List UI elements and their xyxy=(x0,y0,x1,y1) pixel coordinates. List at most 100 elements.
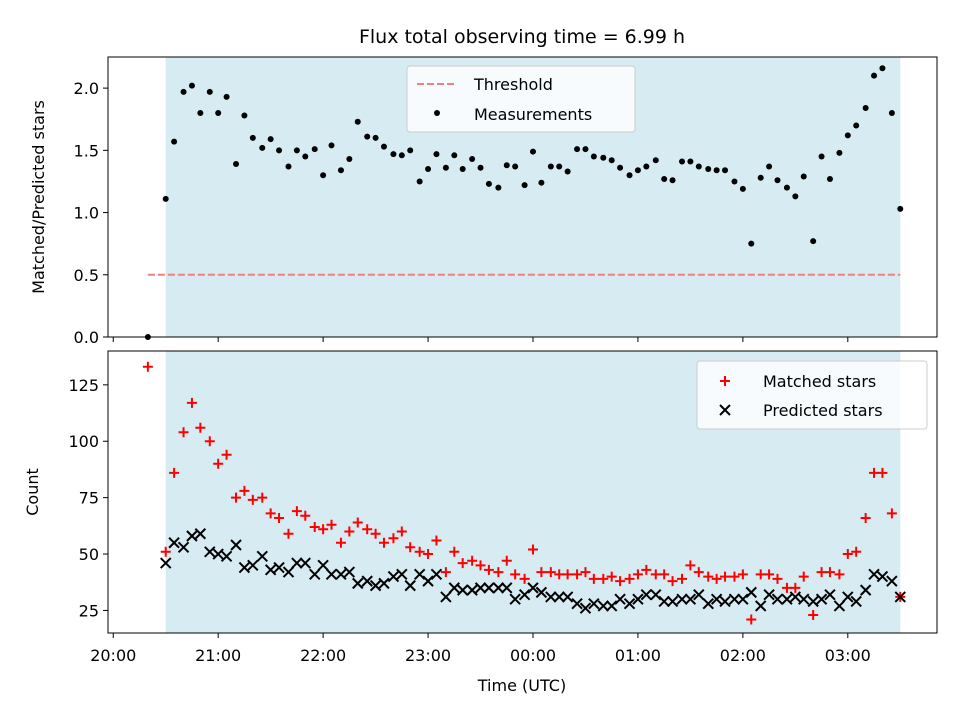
matched-stars-point xyxy=(641,564,652,575)
matched-stars-point xyxy=(231,492,242,503)
predicted-stars-point xyxy=(422,575,434,587)
measurements-point xyxy=(223,93,230,100)
matched-stars-point xyxy=(798,571,809,582)
measurements-point xyxy=(285,163,292,170)
measurements-point xyxy=(774,177,781,184)
matched-stars-point xyxy=(195,422,206,433)
matched-stars-point xyxy=(808,609,819,620)
predicted-stars-point xyxy=(238,561,251,574)
matched-stars-point xyxy=(781,582,792,593)
measurements-point xyxy=(259,144,266,151)
matched-stars-point xyxy=(536,567,547,578)
matched-stars-point xyxy=(414,546,425,557)
predicted-stars-point xyxy=(448,582,460,594)
bottom-y-tick-label: 125 xyxy=(68,376,99,395)
measurements-point xyxy=(495,184,502,191)
predicted-stars-point xyxy=(264,564,277,576)
matched-stars-point xyxy=(483,564,494,575)
predicted-stars-point xyxy=(876,570,889,583)
measurements-point xyxy=(722,167,729,174)
matched-stars-point xyxy=(554,569,565,580)
predicted-stars-point xyxy=(413,568,426,581)
predicted-stars-point xyxy=(650,588,662,601)
x-tick-label: 21:00 xyxy=(195,646,241,665)
measurements-point xyxy=(608,157,615,164)
measurements-point xyxy=(354,118,361,125)
measurements-point xyxy=(171,138,178,145)
measurements-point xyxy=(836,149,843,156)
predicted-stars-point xyxy=(798,593,810,605)
predicted-stars-point xyxy=(440,591,452,603)
matched-stars-point xyxy=(842,549,853,560)
predicted-stars-point xyxy=(640,588,653,601)
matched-stars-point xyxy=(178,427,189,438)
matched-stars-point xyxy=(667,576,678,587)
measurements-point xyxy=(800,173,807,180)
measurements-point xyxy=(766,163,773,170)
predicted-stars-point xyxy=(378,577,390,590)
matched-stars-point xyxy=(467,555,478,566)
legend-predicted-label: Predicted stars xyxy=(763,401,883,420)
predicted-stars-point xyxy=(632,593,644,605)
measurements-point xyxy=(792,193,799,200)
matched-stars-point xyxy=(834,569,845,580)
measurements-point xyxy=(320,172,327,179)
measurements-point xyxy=(757,174,764,181)
measurements-point xyxy=(442,164,449,171)
matched-stars-point xyxy=(580,567,591,578)
matched-stars-point xyxy=(457,558,468,569)
measurements-point xyxy=(529,148,536,155)
matched-stars-point xyxy=(606,571,617,582)
matched-stars-point xyxy=(632,569,643,580)
matched-stars-point xyxy=(318,524,329,535)
measurements-point xyxy=(547,163,554,170)
legend-matched-label: Matched stars xyxy=(763,372,876,391)
legend-matched-swatch xyxy=(720,376,730,386)
matched-stars-point xyxy=(677,573,688,584)
matched-stars-point xyxy=(352,517,363,528)
measurements-point xyxy=(521,182,528,189)
matched-stars-point xyxy=(693,567,704,578)
measurements-point xyxy=(590,153,597,160)
predicted-stars-point xyxy=(597,600,610,612)
predicted-stars-point xyxy=(807,595,819,608)
measurements-point xyxy=(233,161,240,168)
matched-stars-point xyxy=(475,560,486,571)
matched-stars-point xyxy=(431,535,442,546)
measurements-point xyxy=(617,164,624,171)
matched-stars-point xyxy=(545,567,556,578)
matched-stars-point xyxy=(755,569,766,580)
predicted-stars-point xyxy=(850,595,862,608)
legend-measurements-label: Measurements xyxy=(474,105,592,124)
measurements-point xyxy=(574,146,581,153)
measurements-point xyxy=(390,151,397,158)
measurements-point xyxy=(433,151,440,158)
matched-stars-point xyxy=(562,569,573,580)
predicted-stars-point xyxy=(212,548,224,560)
chart-title: Flux total observing time = 6.99 h xyxy=(359,26,685,48)
measurements-point xyxy=(188,82,195,89)
matched-stars-point xyxy=(851,546,862,557)
predicted-stars-point xyxy=(684,593,697,605)
measurements-point xyxy=(407,147,414,154)
predicted-stars-point xyxy=(571,597,583,610)
measurements-point xyxy=(346,156,353,163)
bottom-y-tick-label: 50 xyxy=(79,545,99,564)
predicted-stars-point xyxy=(247,559,259,572)
predicted-stars-point xyxy=(177,541,190,553)
matched-stars-point xyxy=(362,524,373,535)
measurements-point xyxy=(398,152,405,159)
measurements-point xyxy=(197,110,204,116)
top-y-tick-label: 0.0 xyxy=(74,328,99,347)
predicted-stars-point xyxy=(204,546,216,558)
matched-stars-point xyxy=(291,506,302,517)
measurements-point xyxy=(249,134,256,141)
predicted-stars-point xyxy=(230,539,242,551)
matched-stars-point xyxy=(142,361,153,372)
predicted-stars-point xyxy=(474,582,487,594)
measurements-point xyxy=(897,205,904,212)
predicted-stars-point xyxy=(605,600,618,612)
predicted-stars-point xyxy=(614,593,626,605)
predicted-stars-point xyxy=(658,595,670,608)
